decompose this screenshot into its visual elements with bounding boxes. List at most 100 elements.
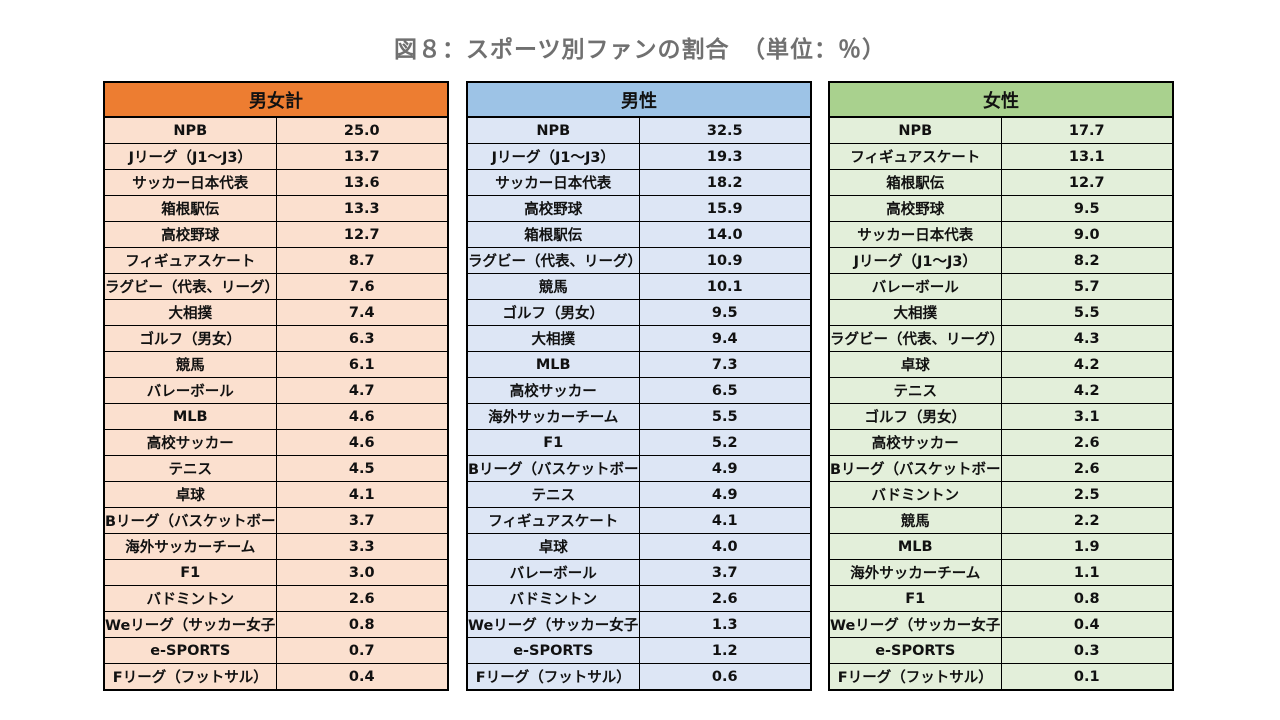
sport-name-cell: Weリーグ（サッカー女子リーグ） xyxy=(468,611,639,638)
percentage-value-cell: 25.0 xyxy=(275,117,447,144)
sport-name-cell: バドミントン xyxy=(105,585,276,612)
sport-name-cell: F1 xyxy=(105,559,276,586)
sport-name-cell: Weリーグ（サッカー女子リーグ） xyxy=(830,611,1001,638)
table-row: ラグビー（代表、リーグ） 4.3 xyxy=(830,325,1172,352)
sport-name-cell: 箱根駅伝 xyxy=(830,169,1001,196)
sport-name-cell: 海外サッカーチーム xyxy=(830,559,1001,586)
percentage-value-cell: 2.2 xyxy=(1000,507,1172,534)
percentage-value-cell: 15.9 xyxy=(638,195,810,222)
sport-name-cell: 箱根駅伝 xyxy=(105,195,276,222)
sport-name-cell: サッカー日本代表 xyxy=(105,169,276,196)
percentage-value-cell: 4.9 xyxy=(638,481,810,508)
percentage-value-cell: 7.3 xyxy=(638,351,810,378)
percentage-value-cell: 4.7 xyxy=(275,377,447,404)
sport-name-cell: サッカー日本代表 xyxy=(468,169,639,196)
sport-name-cell: テニス xyxy=(468,481,639,508)
sport-name-cell: テニス xyxy=(830,377,1001,404)
sport-name-cell: 高校野球 xyxy=(105,221,276,248)
percentage-value-cell: 0.8 xyxy=(1000,585,1172,612)
table-row: NPB 17.7 xyxy=(830,117,1172,144)
percentage-value-cell: 1.9 xyxy=(1000,533,1172,560)
percentage-value-cell: 18.2 xyxy=(638,169,810,196)
sport-name-cell: Bリーグ（バスケットボール） xyxy=(105,507,276,534)
percentage-value-cell: 0.6 xyxy=(638,663,810,689)
table-row: MLB 7.3 xyxy=(468,351,810,378)
percentage-value-cell: 5.5 xyxy=(1000,299,1172,326)
percentage-value-cell: 5.2 xyxy=(638,429,810,456)
percentage-value-cell: 4.3 xyxy=(1000,325,1172,352)
table-row: テニス 4.2 xyxy=(830,377,1172,404)
percentage-value-cell: 9.5 xyxy=(1000,195,1172,222)
percentage-value-cell: 4.2 xyxy=(1000,377,1172,404)
table-female-grid: 女性 NPB 17.7 フィギュアスケート 13.1 箱根駅伝 12.7 高校野球 9.5 サッ… xyxy=(830,83,1172,689)
table-row: Weリーグ（サッカー女子リーグ）0.4 xyxy=(830,611,1172,638)
sport-name-cell: ゴルフ（男女） xyxy=(105,325,276,352)
percentage-value-cell: 3.1 xyxy=(1000,403,1172,430)
percentage-value-cell: 19.3 xyxy=(638,143,810,170)
percentage-value-cell: 0.3 xyxy=(1000,637,1172,664)
table-row: 海外サッカーチーム 3.3 xyxy=(105,533,447,560)
table-row: 卓球 4.0 xyxy=(468,533,810,560)
table-row: Jリーグ（J1～J3） 19.3 xyxy=(468,143,810,170)
table-row: サッカー日本代表 9.0 xyxy=(830,221,1172,248)
percentage-value-cell: 3.7 xyxy=(275,507,447,534)
table-row: ゴルフ（男女） 3.1 xyxy=(830,403,1172,430)
sport-name-cell: F1 xyxy=(830,585,1001,612)
table-row: ゴルフ（男女） 9.5 xyxy=(468,299,810,326)
table-row: 大相撲 5.5 xyxy=(830,299,1172,326)
table-row: Fリーグ（フットサル） 0.4 xyxy=(105,663,447,689)
table-total-grid: 男女計 NPB 25.0 Jリーグ（J1～J3） 13.7 サッカー日本代表 13.6 箱根… xyxy=(105,83,447,689)
percentage-value-cell: 10.1 xyxy=(638,273,810,300)
table-row: 卓球 4.1 xyxy=(105,481,447,508)
sport-name-cell: Bリーグ（バスケットボール） xyxy=(468,455,639,482)
sport-name-cell: 箱根駅伝 xyxy=(468,221,639,248)
sport-name-cell: MLB xyxy=(468,351,639,378)
percentage-value-cell: 2.6 xyxy=(638,585,810,612)
percentage-value-cell: 7.4 xyxy=(275,299,447,326)
table-row: ラグビー（代表、リーグ） 7.6 xyxy=(105,273,447,300)
sport-name-cell: Jリーグ（J1～J3） xyxy=(468,143,639,170)
percentage-value-cell: 0.4 xyxy=(275,663,447,689)
table-row: バレーボール 3.7 xyxy=(468,559,810,586)
sport-name-cell: 競馬 xyxy=(105,351,276,378)
table-header-total: 男女計 xyxy=(105,83,447,118)
percentage-value-cell: 13.7 xyxy=(275,143,447,170)
table-row: F1 3.0 xyxy=(105,559,447,586)
sport-name-cell: ラグビー（代表、リーグ） xyxy=(105,273,276,300)
percentage-value-cell: 10.9 xyxy=(638,247,810,274)
table-row: バレーボール 5.7 xyxy=(830,273,1172,300)
sport-name-cell: ラグビー（代表、リーグ） xyxy=(468,247,639,274)
sport-name-cell: Fリーグ（フットサル） xyxy=(105,663,276,689)
percentage-value-cell: 1.1 xyxy=(1000,559,1172,586)
sport-name-cell: e-SPORTS xyxy=(105,637,276,664)
sport-name-cell: NPB xyxy=(830,117,1001,144)
table-body: NPB 25.0 Jリーグ（J1～J3） 13.7 サッカー日本代表 13.6 箱根駅伝 13… xyxy=(105,117,447,689)
table-row: 高校サッカー 2.6 xyxy=(830,429,1172,456)
sport-name-cell: Jリーグ（J1～J3） xyxy=(830,247,1001,274)
sport-name-cell: Fリーグ（フットサル） xyxy=(830,663,1001,689)
table-row: 箱根駅伝 14.0 xyxy=(468,221,810,248)
sport-name-cell: 大相撲 xyxy=(105,299,276,326)
table-row: Bリーグ（バスケットボール）2.6 xyxy=(830,455,1172,482)
sport-name-cell: Weリーグ（サッカー女子リーグ） xyxy=(105,611,276,638)
percentage-value-cell: 14.0 xyxy=(638,221,810,248)
percentage-value-cell: 17.7 xyxy=(1000,117,1172,144)
percentage-value-cell: 32.5 xyxy=(638,117,810,144)
table-row: 箱根駅伝 12.7 xyxy=(830,169,1172,196)
table-row: e-SPORTS 1.2 xyxy=(468,637,810,664)
percentage-value-cell: 12.7 xyxy=(275,221,447,248)
percentage-value-cell: 3.7 xyxy=(638,559,810,586)
percentage-value-cell: 9.0 xyxy=(1000,221,1172,248)
sport-name-cell: 高校野球 xyxy=(830,195,1001,222)
table-row: Fリーグ（フットサル） 0.1 xyxy=(830,663,1172,689)
sport-name-cell: バドミントン xyxy=(830,481,1001,508)
percentage-value-cell: 6.3 xyxy=(275,325,447,352)
table-row: 海外サッカーチーム 1.1 xyxy=(830,559,1172,586)
table-row: Fリーグ（フットサル） 0.6 xyxy=(468,663,810,689)
percentage-value-cell: 12.7 xyxy=(1000,169,1172,196)
sport-name-cell: フィギュアスケート xyxy=(105,247,276,274)
table-row: フィギュアスケート 4.1 xyxy=(468,507,810,534)
table-row: 大相撲 9.4 xyxy=(468,325,810,352)
sport-name-cell: MLB xyxy=(105,403,276,430)
sport-name-cell: 卓球 xyxy=(468,533,639,560)
